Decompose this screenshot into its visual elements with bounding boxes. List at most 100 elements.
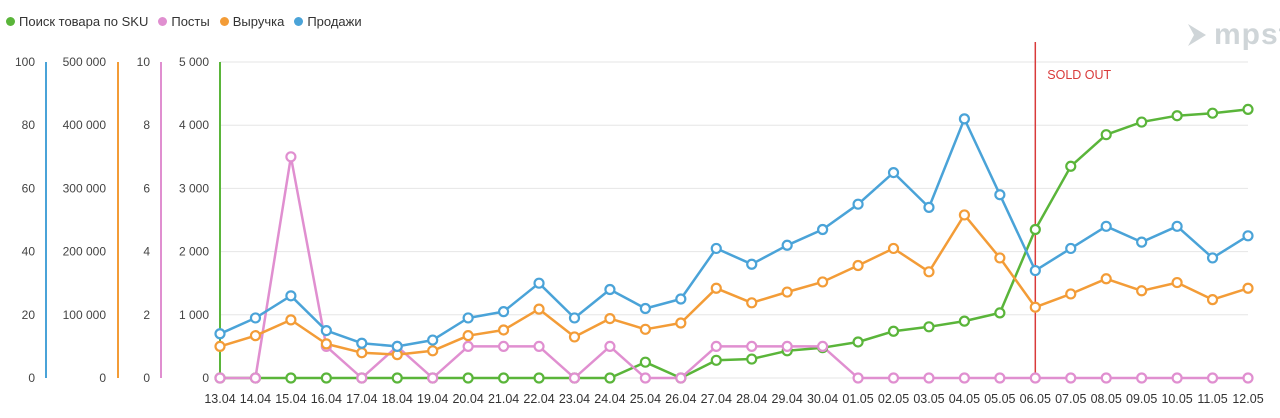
data-point xyxy=(710,282,722,294)
data-point xyxy=(958,209,971,221)
y-tick-label: 20 xyxy=(22,308,36,322)
x-tick-label: 22.04 xyxy=(523,392,554,406)
data-point xyxy=(1171,220,1183,232)
data-point xyxy=(1242,282,1254,294)
y-tick-label: 0 xyxy=(28,371,35,385)
x-tick-label: 09.05 xyxy=(1126,392,1157,406)
legend-item[interactable]: Продажи xyxy=(294,14,362,29)
y-tick-label: 3 000 xyxy=(179,181,209,195)
data-point xyxy=(852,198,864,210)
data-point xyxy=(817,223,829,236)
data-point xyxy=(1206,107,1219,119)
data-point xyxy=(710,242,722,255)
series-line xyxy=(219,117,1249,348)
data-point xyxy=(427,334,439,346)
x-tick-label: 28.04 xyxy=(736,392,767,406)
series-line xyxy=(219,213,1249,356)
data-point xyxy=(1029,372,1041,384)
data-point xyxy=(887,242,900,255)
legend-label: Продажи xyxy=(307,14,362,29)
data-point xyxy=(568,312,581,324)
data-point xyxy=(1206,372,1219,384)
y-tick-label: 5 000 xyxy=(179,55,209,69)
data-point xyxy=(1171,276,1183,289)
data-point xyxy=(604,372,616,384)
data-point xyxy=(1029,264,1041,277)
legend-dot-icon xyxy=(6,17,15,26)
data-point xyxy=(781,340,793,352)
x-tick-label: 26.04 xyxy=(665,392,696,406)
data-point xyxy=(1100,273,1112,285)
chart-legend: Поиск товара по SKU Посты Выручка Продажи xyxy=(6,14,362,29)
legend-label: Посты xyxy=(171,14,210,29)
x-tick-label: 18.04 xyxy=(382,392,413,406)
data-point xyxy=(285,290,297,302)
y-tick-label: 0 xyxy=(202,371,209,385)
y-tick-label: 8 xyxy=(143,118,150,132)
y-tick-label: 200 000 xyxy=(63,245,107,259)
data-point xyxy=(675,317,687,329)
x-tick-label: 08.05 xyxy=(1091,392,1122,406)
x-tick-label: 04.05 xyxy=(949,392,980,406)
data-point xyxy=(1100,372,1112,384)
data-point xyxy=(462,340,474,352)
data-point xyxy=(958,113,971,125)
data-point xyxy=(994,252,1006,264)
data-point xyxy=(994,372,1006,384)
data-point xyxy=(497,306,510,318)
legend-dot-icon xyxy=(219,17,229,26)
data-point xyxy=(1136,116,1148,128)
data-point xyxy=(1171,372,1183,384)
y-tick-label: 10 xyxy=(137,55,151,69)
data-point xyxy=(1136,285,1148,297)
x-tick-label: 27.04 xyxy=(701,392,732,406)
data-point xyxy=(533,340,545,352)
legend-dot-icon xyxy=(158,17,168,26)
data-point xyxy=(1065,242,1077,255)
data-point xyxy=(923,201,935,213)
x-tick-label: 06.05 xyxy=(1020,392,1051,406)
data-point xyxy=(356,337,368,349)
x-tick-label: 10.05 xyxy=(1161,392,1192,406)
x-tick-label: 30.04 xyxy=(807,392,838,406)
data-point xyxy=(1242,103,1254,116)
x-tick-label: 21.04 xyxy=(488,392,519,406)
data-point xyxy=(427,372,439,384)
y-tick-label: 1 000 xyxy=(179,308,209,322)
data-point xyxy=(994,307,1006,319)
legend-item[interactable]: Выручка xyxy=(219,14,285,29)
data-point xyxy=(675,372,687,384)
data-point xyxy=(1100,129,1112,141)
series-line xyxy=(220,108,1249,380)
x-tick-label: 05.05 xyxy=(984,392,1015,406)
legend-label: Выручка xyxy=(232,14,285,29)
y-tick-label: 0 xyxy=(143,371,150,385)
data-point xyxy=(1206,294,1219,306)
data-point xyxy=(249,312,262,324)
data-point xyxy=(1242,372,1254,384)
legend-item[interactable]: Поиск товара по SKU xyxy=(6,14,148,29)
data-point xyxy=(852,336,864,348)
data-point xyxy=(746,353,758,365)
y-tick-label: 4 xyxy=(143,245,150,259)
data-point xyxy=(1171,110,1183,122)
data-point xyxy=(497,324,510,336)
y-tick-label: 40 xyxy=(22,245,36,259)
data-point xyxy=(1136,236,1148,248)
data-point xyxy=(497,340,510,352)
x-tick-label: 29.04 xyxy=(772,392,803,406)
y-tick-label: 2 xyxy=(143,308,150,322)
data-point xyxy=(214,328,226,340)
data-point xyxy=(427,345,439,357)
data-point xyxy=(285,372,297,384)
data-point xyxy=(285,151,297,163)
data-point xyxy=(923,321,935,333)
data-point xyxy=(1242,230,1254,242)
data-point xyxy=(639,372,651,384)
legend-label: Поиск товара по SKU xyxy=(19,14,149,29)
legend-item[interactable]: Посты xyxy=(158,14,210,29)
data-point xyxy=(1065,160,1077,172)
brand-logo: mpst xyxy=(1186,18,1280,52)
data-point xyxy=(817,276,829,288)
